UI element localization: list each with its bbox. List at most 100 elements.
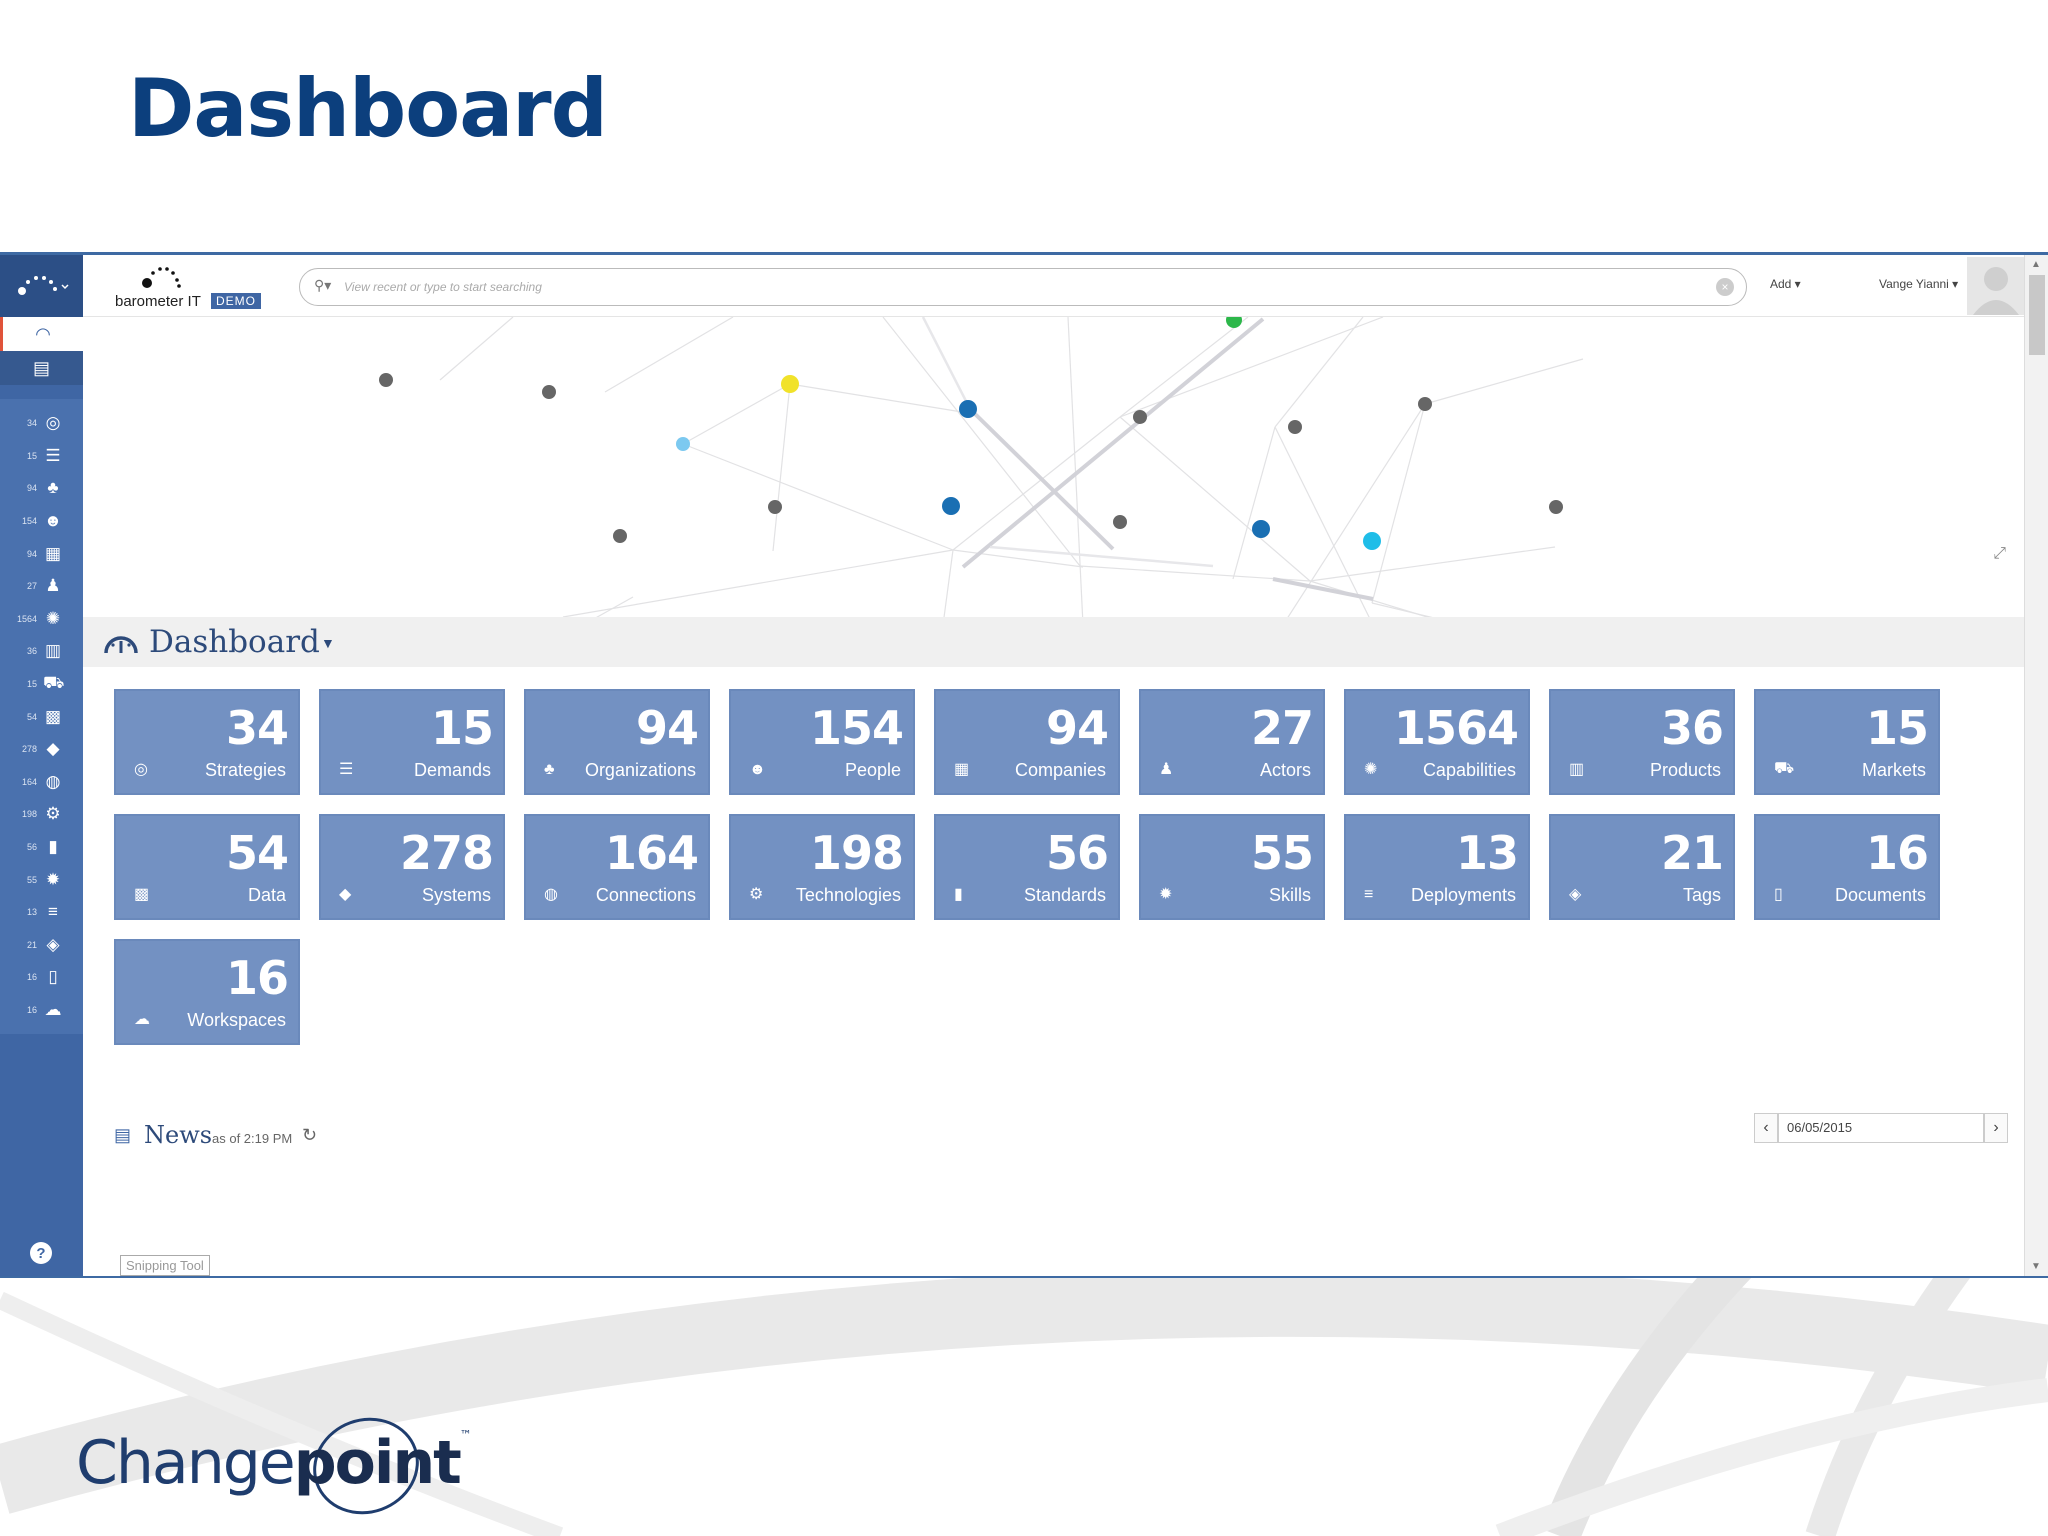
tile-label: Demands xyxy=(413,760,491,780)
tile-connections[interactable]: 164 ◍ Connections xyxy=(524,814,710,920)
user-menu[interactable]: Vange Yianni ▾ xyxy=(1879,277,1959,291)
tile-systems[interactable]: 278 ◆ Systems xyxy=(319,814,505,920)
tile-organizations[interactable]: 94 ♣ Organizations xyxy=(524,689,710,795)
sidebar-item[interactable]: 15 ☰ xyxy=(0,440,83,473)
tile-skills[interactable]: 55 ✹ Skills xyxy=(1139,814,1325,920)
demo-badge: DEMO xyxy=(211,293,261,309)
sidebar-item[interactable]: 54 ▩ xyxy=(0,700,83,733)
sidebar-item-count: 15 xyxy=(26,679,37,690)
tile-people[interactable]: 154 ☻ People xyxy=(729,689,915,795)
scroll-thumb[interactable] xyxy=(2029,275,2045,355)
date-input[interactable]: 06/05/2015 xyxy=(1778,1113,1984,1143)
sidebar-item-count: 16 xyxy=(26,1004,37,1015)
sidebar-item[interactable]: 13 ≡ xyxy=(0,896,83,929)
sidebar-item[interactable]: 164 ◍ xyxy=(0,766,83,799)
dashboard-header[interactable]: Dashboard ▼ xyxy=(83,617,2024,667)
sidebar-item[interactable]: 278 ◆ xyxy=(0,733,83,766)
tile-technologies[interactable]: 198 ⚙ Technologies xyxy=(729,814,915,920)
file-icon: ▯ xyxy=(48,967,58,987)
tile-demands[interactable]: 15 ☰ Demands xyxy=(319,689,505,795)
sidebar-item-count: 15 xyxy=(26,450,37,461)
tile-standards[interactable]: 56 ▮ Standards xyxy=(934,814,1120,920)
sidebar-dashboard-tab[interactable]: ◠ xyxy=(0,317,83,351)
sidebar-item-count: 55 xyxy=(26,874,37,885)
snipping-tool-label: Snipping Tool xyxy=(120,1255,210,1276)
tile-count: 164 xyxy=(604,826,699,880)
clear-search-icon[interactable]: × xyxy=(1716,278,1734,296)
tile-count: 27 xyxy=(1250,701,1314,755)
sidebar-item[interactable]: 94 ♣ xyxy=(0,472,83,505)
news-title: News xyxy=(144,1121,213,1149)
sidebar-item[interactable]: 36 ▥ xyxy=(0,635,83,668)
sidebar-item-count: 154 xyxy=(21,516,37,527)
sidebar-news-tab[interactable]: ▤ xyxy=(0,351,83,385)
sidebar-item[interactable]: 55 ✹ xyxy=(0,863,83,896)
barometer-logo-icon xyxy=(17,276,69,295)
tile-label: Actors xyxy=(1259,760,1311,780)
scroll-down-icon[interactable]: ▼ xyxy=(2031,1261,2041,1272)
sidebar-item[interactable]: 21 ◈ xyxy=(0,929,83,962)
add-menu[interactable]: Add ▾ xyxy=(1770,277,1801,291)
previous-date-icon[interactable]: ‹ xyxy=(1754,1113,1778,1143)
tile-documents[interactable]: 16 ▯ Documents xyxy=(1754,814,1940,920)
date-picker[interactable]: ‹ 06/05/2015 › xyxy=(1754,1113,2008,1143)
sidebar-item[interactable]: 16 ▯ xyxy=(0,961,83,994)
sidebar-item[interactable]: 154 ☻ xyxy=(0,505,83,538)
scrollbar[interactable]: ▲ ▼ xyxy=(2024,255,2048,1276)
tile-deployments[interactable]: 13 ≡ Deployments xyxy=(1344,814,1530,920)
scroll-up-icon[interactable]: ▲ xyxy=(2031,259,2041,270)
tile-workspaces[interactable]: 16 ☁ Workspaces xyxy=(114,939,300,1045)
refresh-icon[interactable]: ↻ xyxy=(302,1125,318,1145)
tile-capabilities[interactable]: 1564 ✺ Capabilities xyxy=(1344,689,1530,795)
tile-actors[interactable]: 27 ♟ Actors xyxy=(1139,689,1325,795)
tile-label: Organizations xyxy=(584,760,696,780)
search-bar[interactable]: ⚲▾ × xyxy=(299,268,1747,306)
tile-label: People xyxy=(844,760,901,780)
qrcode-icon: ▩ xyxy=(44,706,62,726)
brand-logo[interactable]: barometer IT DEMO xyxy=(115,265,275,310)
sidebar-item[interactable]: 56 ▮ xyxy=(0,831,83,864)
location-pin-icon[interactable]: ⚲▾ xyxy=(314,277,332,293)
search-input[interactable] xyxy=(344,276,1684,298)
next-date-icon[interactable]: › xyxy=(1984,1113,2008,1143)
sidebar-item[interactable]: 94 ▦ xyxy=(0,537,83,570)
sidebar-item[interactable]: 1564 ✺ xyxy=(0,603,83,636)
tile-label: Tags xyxy=(1682,885,1721,905)
expand-icon[interactable]: ⤢ xyxy=(1993,545,2006,562)
sidebar-item-count: 16 xyxy=(26,972,37,983)
tile-markets[interactable]: 15 ⛟ Markets xyxy=(1754,689,1940,795)
cart-icon: ⛟ xyxy=(1774,760,1795,777)
barcode-icon: ▥ xyxy=(1569,761,1585,778)
sidebar-item[interactable]: 34 ◎ xyxy=(0,407,83,440)
tile-label: Deployments xyxy=(1410,885,1516,905)
sidebar-item[interactable]: 198 ⚙ xyxy=(0,798,83,831)
brand-name: barometer IT xyxy=(115,293,201,310)
sidebar-logo-menu[interactable] xyxy=(0,255,83,317)
tile-count: 54 xyxy=(225,826,289,880)
logo-text-bold: point xyxy=(293,1428,462,1498)
avatar[interactable] xyxy=(1967,257,2025,315)
tile-count: 1564 xyxy=(1393,701,1519,755)
tile-tags[interactable]: 21 ◈ Tags xyxy=(1549,814,1735,920)
tile-products[interactable]: 36 ▥ Products xyxy=(1549,689,1735,795)
tile-label: Technologies xyxy=(795,885,901,905)
tile-label: Capabilities xyxy=(1422,760,1516,780)
sidebar-item-count: 56 xyxy=(26,842,37,853)
network-graph[interactable]: ⤢ xyxy=(83,312,2024,626)
lightbulb-icon: ✺ xyxy=(45,608,61,628)
tile-count: 198 xyxy=(809,826,904,880)
sidebar-item[interactable]: 27 ♟ xyxy=(0,570,83,603)
caret-down-icon[interactable]: ▼ xyxy=(321,635,335,651)
help-icon[interactable]: ? xyxy=(30,1242,52,1264)
newspaper-icon: ▤ xyxy=(114,1125,132,1145)
tile-data[interactable]: 54 ▩ Data xyxy=(114,814,300,920)
tile-companies[interactable]: 94 ▦ Companies xyxy=(934,689,1120,795)
sidebar-item[interactable]: 16 ☁ xyxy=(0,994,83,1027)
sitemap-icon: ♣ xyxy=(544,761,555,778)
tile-count: 21 xyxy=(1660,826,1724,880)
badge-icon: ✹ xyxy=(1159,886,1173,903)
tile-label: Products xyxy=(1649,760,1721,780)
sidebar-item[interactable]: 15 ⛟ xyxy=(0,668,83,701)
sidebar-item-count: 94 xyxy=(26,483,37,494)
tile-strategies[interactable]: 34 ◎ Strategies xyxy=(114,689,300,795)
